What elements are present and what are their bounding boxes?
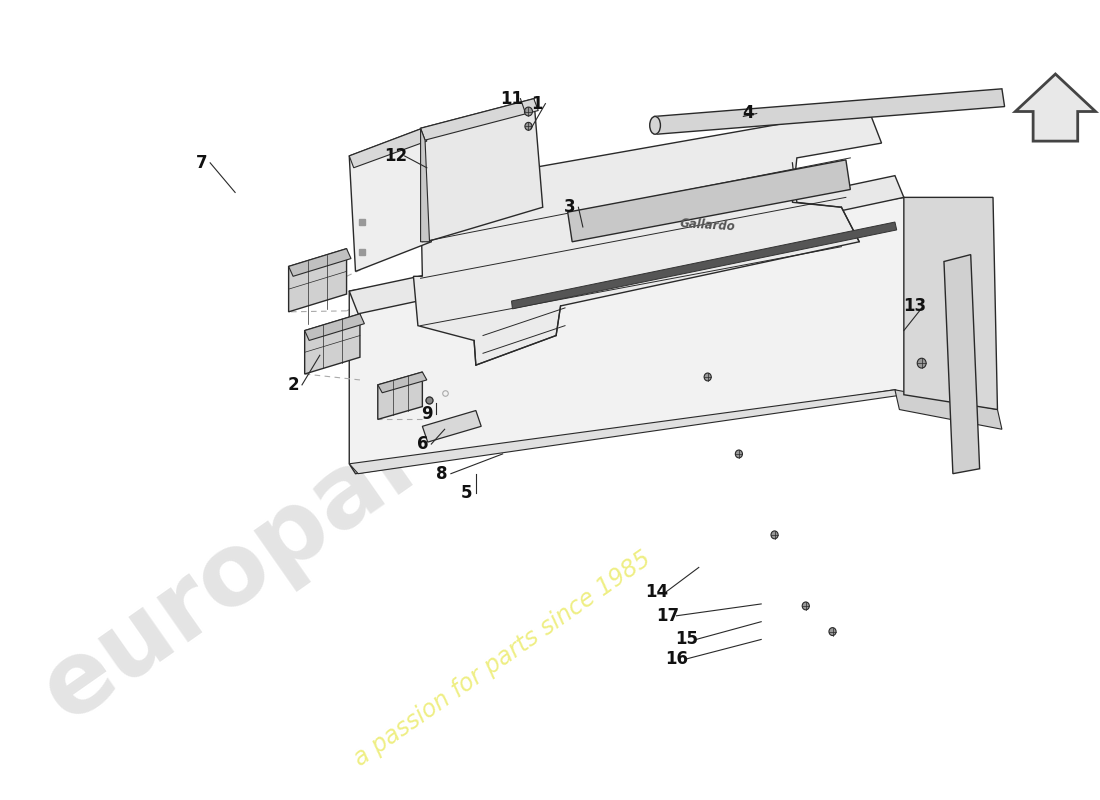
Polygon shape: [350, 198, 993, 474]
Polygon shape: [420, 128, 429, 242]
Text: a passion for parts since 1985: a passion for parts since 1985: [350, 547, 656, 771]
Polygon shape: [377, 372, 422, 419]
Ellipse shape: [650, 117, 660, 134]
Polygon shape: [288, 249, 351, 276]
Polygon shape: [414, 109, 881, 365]
Circle shape: [525, 107, 532, 116]
Text: 9: 9: [421, 406, 432, 423]
Text: 15: 15: [675, 630, 698, 649]
Text: 13: 13: [903, 297, 926, 315]
Text: 4: 4: [742, 105, 754, 122]
Text: 7: 7: [196, 154, 207, 172]
Polygon shape: [305, 314, 360, 374]
Text: 2: 2: [287, 376, 299, 394]
Polygon shape: [512, 222, 896, 309]
Text: 3: 3: [563, 198, 575, 216]
Polygon shape: [350, 128, 431, 271]
Circle shape: [525, 122, 532, 130]
Text: europartes: europartes: [24, 306, 589, 741]
Text: Gallardo: Gallardo: [680, 217, 736, 233]
Text: 17: 17: [656, 606, 679, 625]
Polygon shape: [377, 372, 427, 393]
Polygon shape: [1015, 74, 1096, 141]
Polygon shape: [944, 254, 980, 474]
Polygon shape: [904, 198, 998, 410]
Polygon shape: [420, 98, 538, 140]
Text: 8: 8: [437, 465, 448, 482]
Polygon shape: [422, 410, 481, 442]
Polygon shape: [350, 390, 904, 474]
Polygon shape: [654, 89, 1004, 134]
Text: 6: 6: [417, 435, 428, 453]
Polygon shape: [895, 390, 1002, 430]
Circle shape: [771, 531, 778, 539]
Text: 16: 16: [666, 650, 688, 668]
Polygon shape: [350, 176, 904, 314]
Text: 11: 11: [500, 90, 522, 108]
Circle shape: [735, 450, 743, 458]
Text: 12: 12: [384, 147, 407, 165]
Polygon shape: [568, 160, 850, 242]
Circle shape: [802, 602, 810, 610]
Text: 1: 1: [530, 94, 542, 113]
Polygon shape: [288, 249, 346, 312]
Circle shape: [829, 628, 836, 635]
Polygon shape: [350, 128, 427, 168]
Text: 14: 14: [646, 583, 669, 601]
Circle shape: [917, 358, 926, 368]
Circle shape: [704, 373, 712, 381]
Polygon shape: [305, 314, 364, 341]
Polygon shape: [420, 98, 542, 242]
Text: 5: 5: [461, 485, 473, 502]
